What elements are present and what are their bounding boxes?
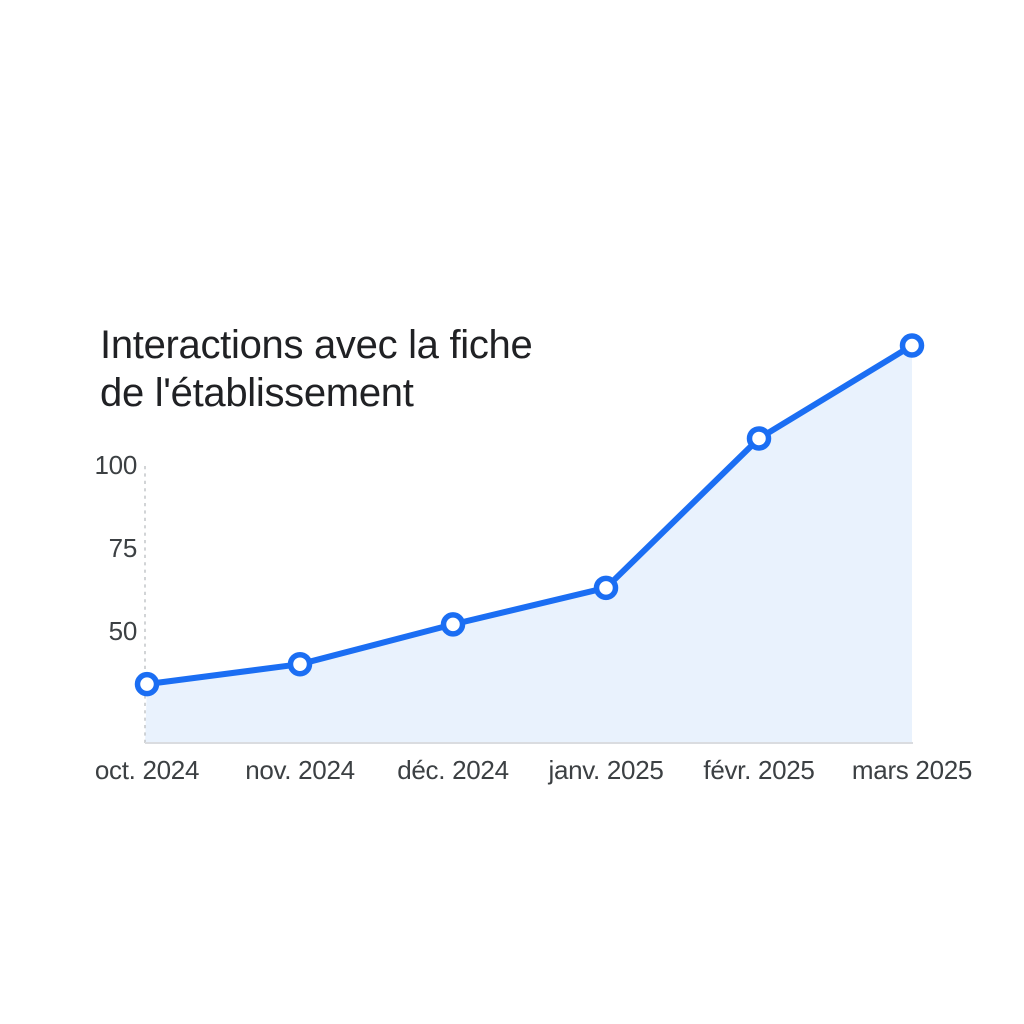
data-point-marker-oct-2024[interactable] [134, 671, 160, 697]
data-point-marker-nov-2024[interactable] [287, 651, 313, 677]
y-tick-label: 100 [95, 450, 137, 480]
trend-line [144, 342, 915, 688]
chart-title-line2: de l'établissement [100, 371, 414, 415]
y-tick-label: 50 [109, 616, 137, 646]
data-point-marker-d-c-2024[interactable] [440, 612, 466, 637]
x-tick-label: févr. 2025 [703, 755, 814, 785]
y-tick-label: 75 [109, 533, 137, 563]
data-point-marker-f-vr-2025[interactable] [746, 426, 772, 451]
chart-title: Interactions avec la fiche de l'établiss… [100, 321, 533, 417]
data-point-marker-janv-2025[interactable] [593, 575, 619, 601]
x-tick-label: janv. 2025 [547, 755, 663, 785]
area-fill [145, 345, 912, 743]
x-tick-label: oct. 2024 [95, 755, 199, 785]
x-tick-label: nov. 2024 [245, 755, 355, 785]
chart-title-line1: Interactions avec la fiche [100, 323, 533, 367]
x-tick-label: déc. 2024 [397, 755, 509, 785]
data-point-marker-mars-2025[interactable] [899, 333, 925, 358]
x-tick-label: mars 2025 [852, 755, 972, 785]
